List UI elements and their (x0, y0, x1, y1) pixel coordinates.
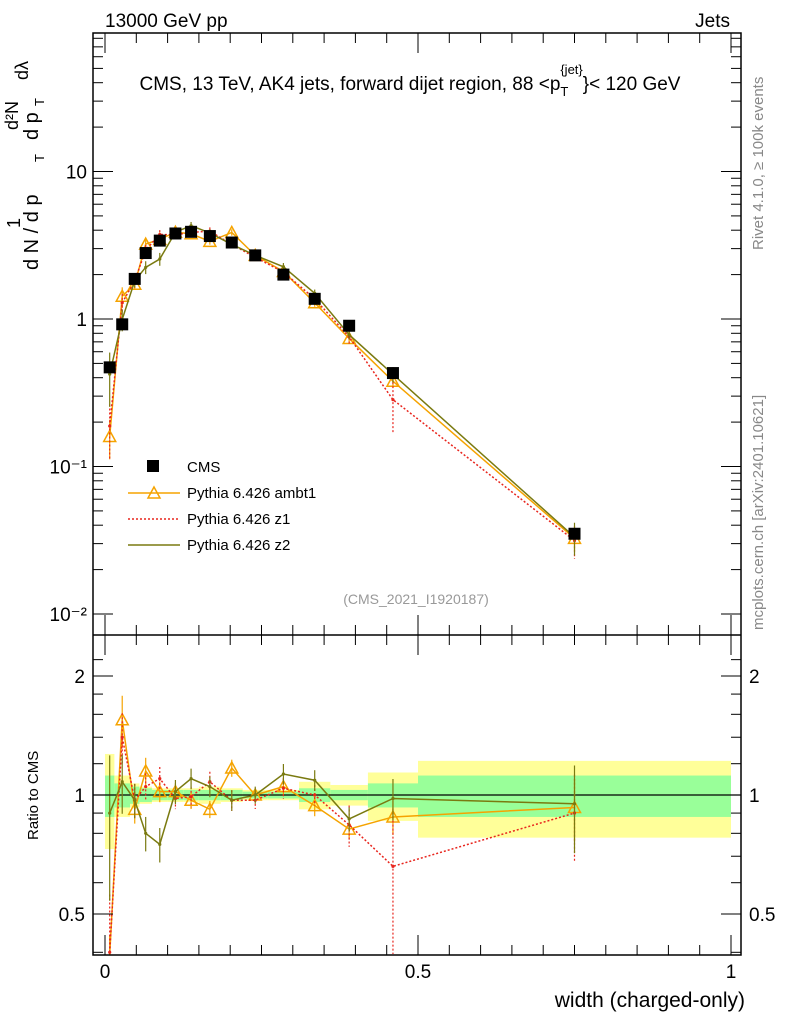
cms-data-point (139, 247, 152, 260)
cms-data-point (153, 234, 166, 247)
y-axis-label: d N / d p 1 T d p T d²N dλ (2, 61, 47, 270)
ratio-tick-label: 2 (74, 667, 85, 688)
ratio-point (391, 796, 395, 801)
y-tick-label: 10 (66, 163, 87, 184)
svg-text:d²N: d²N (2, 101, 22, 130)
header-left: 13000 GeV pp (105, 11, 228, 32)
svg-text:d N / d p: d N / d p (21, 194, 43, 270)
plot-frame (92, 32, 742, 956)
legend-triangle-icon (146, 485, 162, 499)
ratio-series-line (108, 737, 575, 953)
ratio-point (391, 864, 395, 868)
cms-data-point (568, 527, 581, 540)
data-point (108, 424, 112, 428)
data-point (391, 398, 395, 402)
cms-data-point (249, 249, 262, 262)
legend-label: Pythia 6.426 z1 (187, 511, 290, 528)
chart-title: CMS, 13 TeV, AK4 jets, forward dijet reg… (140, 62, 681, 99)
cms-data-point (103, 361, 116, 374)
ratio-point-triangle (114, 712, 130, 726)
ratio-point (108, 950, 112, 954)
ratio-point (120, 780, 124, 784)
ratio-point-triangle (307, 798, 322, 812)
cms-data-point (169, 227, 182, 240)
ratio-point (120, 735, 124, 739)
data-point (120, 301, 124, 305)
data-point (281, 265, 286, 269)
svg-text:1: 1 (4, 218, 24, 228)
ratio-point (208, 785, 212, 789)
legend-label: CMS (187, 459, 220, 476)
cms-data-point (203, 230, 216, 243)
x-tick-label: 0.5 (405, 962, 431, 983)
svg-text:d p: d p (21, 112, 43, 140)
series-line (108, 230, 575, 542)
cms-data-point (225, 236, 238, 249)
ratio-point (281, 772, 286, 776)
svg-text:T: T (32, 154, 47, 162)
cms-data-point (277, 268, 290, 281)
svg-text:T: T (32, 98, 47, 106)
cms-data-point (386, 367, 399, 380)
legend-label: Pythia 6.426 z2 (187, 537, 290, 554)
series-line (108, 224, 576, 538)
analysis-label: (CMS_2021_I1920187) (343, 591, 489, 607)
ratio-tick-label: 1 (74, 786, 85, 807)
ratio-point-triangle (183, 792, 199, 806)
ratio-point (572, 802, 577, 806)
data-point (158, 257, 162, 261)
ratio-point (281, 786, 286, 790)
cms-data-point (343, 319, 356, 332)
header-right: Jets (695, 11, 730, 32)
x-tick-label: 1 (726, 962, 737, 983)
ratio-tick-label: 2 (749, 667, 760, 688)
ratio-y-label: Ratio to CMS (25, 751, 42, 840)
ratio-point (230, 798, 234, 802)
y-tick-label: 1 (76, 310, 87, 331)
ratio-point (189, 777, 193, 781)
ratio-point (144, 785, 148, 789)
cms-data-point (185, 225, 198, 238)
data-point (347, 333, 351, 337)
ratio-point-triangle (202, 801, 218, 816)
ratio-point (158, 777, 162, 781)
data-point (144, 265, 148, 269)
legend-marker-cms (147, 460, 159, 472)
ratio-point (108, 811, 112, 815)
svg-text:dλ: dλ (12, 61, 32, 80)
cms-data-point (308, 292, 321, 305)
y-tick-label: 10⁻¹ (50, 458, 88, 479)
ratio-point (347, 817, 351, 821)
ratio-point-triangle (152, 784, 168, 798)
ratio-point (133, 798, 137, 802)
ratio-point (313, 778, 317, 782)
ratio-point (313, 793, 317, 797)
x-tick-label: 0 (100, 962, 111, 983)
ratio-tick-label: 0.5 (749, 905, 775, 926)
ratio-tick-label: 1 (749, 786, 760, 807)
ratio-point (253, 793, 257, 797)
ratio-point (189, 795, 193, 799)
ratio-point-triangle (138, 763, 153, 777)
ratio-point-triangle (224, 760, 240, 774)
y-tick-label: 10⁻² (50, 605, 88, 626)
rivet-label: Rivet 4.1.0, ≥ 100k events (750, 77, 767, 250)
mcplots-label: mcplots.cern.ch [arXiv:2401.10621] (750, 395, 767, 630)
x-axis-label: width (charged-only) (554, 989, 745, 1012)
ratio-tick-label: 0.5 (59, 905, 85, 926)
cms-data-point (116, 318, 129, 331)
legend-label: Pythia 6.426 ambt1 (187, 485, 316, 502)
legend: CMS Pythia 6.426 ambt1 Pythia 6.426 z1 P… (128, 459, 316, 554)
cms-data-point (128, 272, 141, 285)
ratio-point (144, 831, 148, 835)
ratio-point (173, 790, 178, 794)
ratio-point (158, 842, 162, 846)
